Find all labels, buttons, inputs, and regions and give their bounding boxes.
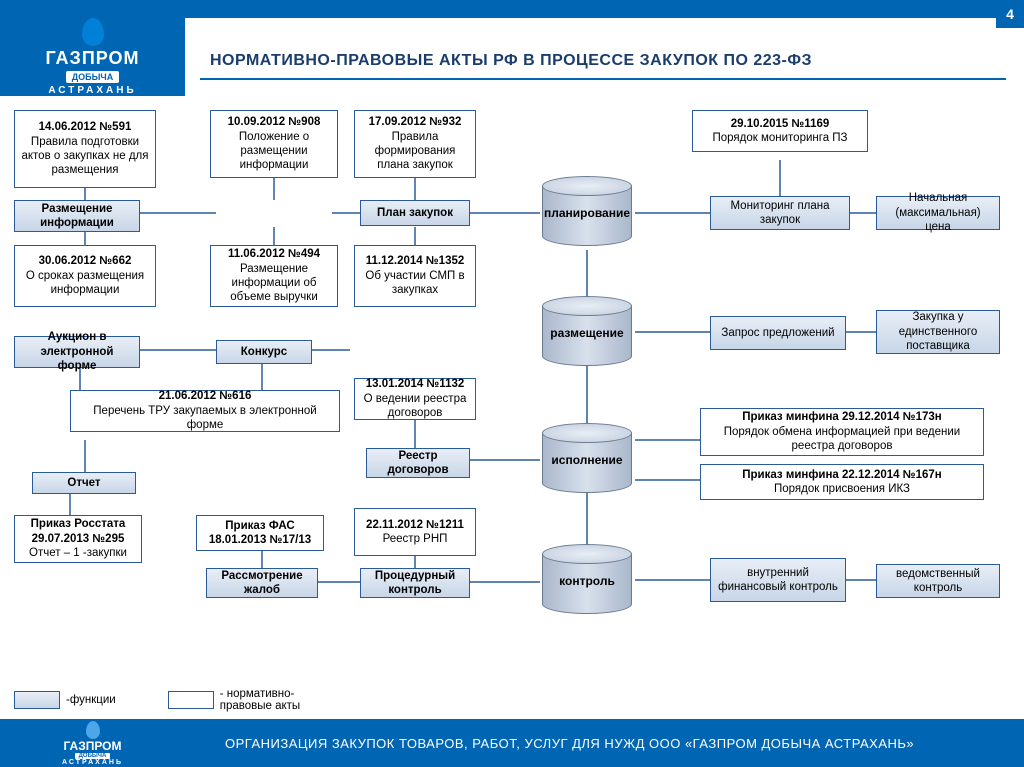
header-bar (0, 0, 1024, 18)
box-908: 10.09.2012 №908 Положение о размещении и… (210, 110, 338, 178)
box-text: Порядок мониторинга ПЗ (699, 131, 861, 145)
func-reestr: Реестр договоров (366, 448, 470, 478)
box-header: Приказ ФАС 18.01.2013 №17/13 (203, 519, 317, 548)
logo-bottom: ГАЗПРОМ ДОБЫЧА АСТРАХАНЬ (0, 719, 185, 767)
logo-sub2: АСТРАХАНЬ (48, 85, 136, 96)
box-header: 11.12.2014 №1352 (361, 254, 469, 268)
box-494: 11.06.2012 №494 Размещение информации об… (210, 245, 338, 307)
box-header: 22.11.2012 №1211 (361, 518, 469, 532)
title-underline (200, 78, 1006, 80)
box-header: 14.06.2012 №591 (21, 120, 149, 134)
func-razm-info: Размещение информации (14, 200, 140, 232)
box-text: Порядок присвоения ИКЗ (707, 482, 977, 496)
box-header: 17.09.2012 №932 (361, 115, 469, 129)
logo-brand: ГАЗПРОМ (45, 48, 139, 69)
box-616: 21.06.2012 №616 Перечень ТРУ закупаемых … (70, 390, 340, 432)
box-1211: 22.11.2012 №1211 Реестр РНП (354, 508, 476, 556)
logo-brand: ГАЗПРОМ (63, 739, 121, 753)
func-jalob: Рассмотрение жалоб (206, 568, 318, 598)
box-header: Приказ минфина 29.12.2014 №173н (707, 410, 977, 424)
box-text: Отчет – 1 -закупки (21, 546, 135, 560)
legend: -функции - нормативно- правовые акты (14, 688, 300, 712)
box-932: 17.09.2012 №932 Правила формирования пла… (354, 110, 476, 178)
box-text: Перечень ТРУ закупаемых в электронной фо… (77, 404, 333, 433)
box-header: Приказ минфина 22.12.2014 №167н (707, 468, 977, 482)
box-header: 13.01.2014 №1132 (361, 377, 469, 391)
func-vfk: внутренний финансовый контроль (710, 558, 846, 602)
legend-swatch-func (14, 691, 60, 709)
logo-sub1: ДОБЫЧА (66, 71, 120, 83)
diagram-area: 14.06.2012 №591 Правила подготовки актов… (10, 100, 1014, 712)
page-title: НОРМАТИВНО-ПРАВОВЫЕ АКТЫ РФ В ПРОЦЕССЕ З… (210, 52, 812, 70)
func-auction: Аукцион в электронной форме (14, 336, 140, 368)
cyl-label-2: размещение (532, 326, 642, 340)
box-text: Об участии СМП в закупках (361, 269, 469, 298)
box-text: Правила подготовки актов о закупках не д… (21, 135, 149, 178)
cyl-label-4: контроль (532, 574, 642, 588)
box-header: 30.06.2012 №662 (21, 254, 149, 268)
box-header: 11.06.2012 №494 (217, 247, 331, 261)
box-text: Правила формирования плана закупок (361, 130, 469, 173)
footer-text: ОРГАНИЗАЦИЯ ЗАКУПОК ТОВАРОВ, РАБОТ, УСЛУ… (225, 736, 914, 751)
box-1352: 11.12.2014 №1352 Об участии СМП в закупк… (354, 245, 476, 307)
box-text: Порядок обмена информацией при ведении р… (707, 425, 977, 454)
cyl-label-1: планирование (532, 206, 642, 220)
func-konkurs: Конкурс (216, 340, 312, 364)
box-173: Приказ минфина 29.12.2014 №173н Порядок … (700, 408, 984, 456)
box-1169: 29.10.2015 №1169 Порядок мониторинга ПЗ (692, 110, 868, 152)
legend-label-func: -функции (66, 694, 116, 706)
box-text: Размещение информации об объеме выручки (217, 262, 331, 305)
box-1132: 13.01.2014 №1132 О ведении реестра догов… (354, 378, 476, 420)
box-text: О ведении реестра договоров (361, 392, 469, 421)
func-otchet: Отчет (32, 472, 136, 494)
box-591: 14.06.2012 №591 Правила подготовки актов… (14, 110, 156, 188)
box-header: 21.06.2012 №616 (77, 389, 333, 403)
func-nmc: Начальная (максимальная) цена (876, 196, 1000, 230)
box-header: 29.10.2015 №1169 (699, 117, 861, 131)
legend-label-npa: - нормативно- правовые акты (220, 688, 300, 712)
box-text: Положение о размещении информации (217, 130, 331, 173)
legend-swatch-npa (168, 691, 214, 709)
box-662: 30.06.2012 №662 О сроках размещения инфо… (14, 245, 156, 307)
box-fas: Приказ ФАС 18.01.2013 №17/13 (196, 515, 324, 551)
box-167: Приказ минфина 22.12.2014 №167н Порядок … (700, 464, 984, 500)
page-number: 4 (996, 0, 1024, 28)
box-295: Приказ Росстата 29.07.2013 №295 Отчет – … (14, 515, 142, 563)
box-text: Реестр РНП (361, 532, 469, 546)
box-header: 10.09.2012 №908 (217, 115, 331, 129)
func-ved: ведомственный контроль (876, 564, 1000, 598)
footer-bar: ГАЗПРОМ ДОБЫЧА АСТРАХАНЬ ОРГАНИЗАЦИЯ ЗАК… (0, 719, 1024, 767)
func-monitor: Мониторинг плана закупок (710, 196, 850, 230)
logo-top: ГАЗПРОМ ДОБЫЧА АСТРАХАНЬ (0, 18, 185, 96)
func-zapros: Запрос предложений (710, 316, 846, 350)
func-plan: План закупок (360, 200, 470, 226)
func-proc: Процедурный контроль (360, 568, 470, 598)
flame-icon (82, 18, 104, 46)
flame-icon (86, 721, 100, 739)
box-text: О сроках размещения информации (21, 269, 149, 298)
cyl-label-3: исполнение (532, 453, 642, 467)
func-edinst: Закупка у единственного поставщика (876, 310, 1000, 354)
logo-sub2: АСТРАХАНЬ (62, 759, 123, 766)
box-header: Приказ Росстата 29.07.2013 №295 (21, 517, 135, 546)
